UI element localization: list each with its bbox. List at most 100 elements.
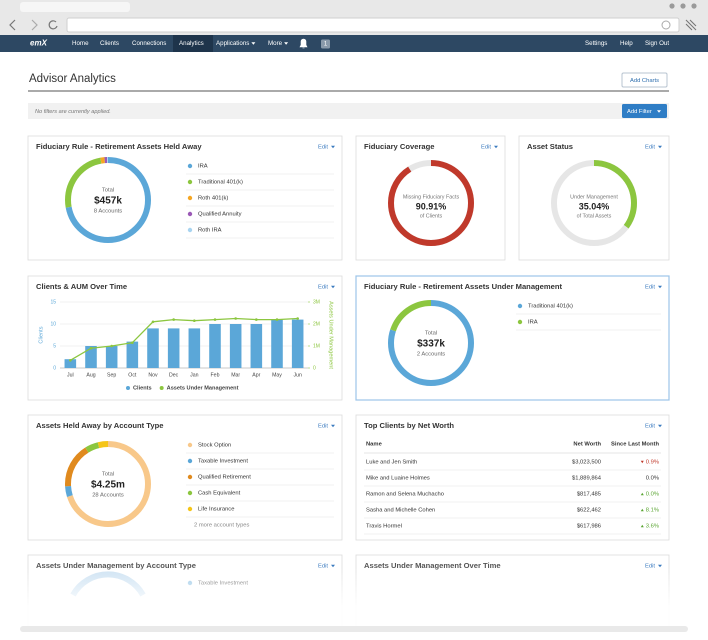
card-title: Fiduciary Rule - Retirement Assets Under… [364,282,563,291]
card [27,135,343,261]
line-point [275,318,279,321]
y2-tick-label: 3M [313,299,320,305]
bar [291,319,304,368]
x-tick-label: Oct [128,372,137,378]
line-point [69,359,72,362]
edit-button[interactable]: Edit [645,424,655,430]
caret-icon [251,42,256,45]
add-charts-label: Add Charts [630,78,659,84]
line-point [151,320,155,324]
window-dot[interactable] [691,3,697,9]
legend-swatch [159,386,164,390]
legend-label: Life Insurance [198,507,234,513]
legend-label: Qualified Retirement [198,475,251,481]
line-point [89,346,93,350]
nav-item[interactable]: Analytics [179,40,204,47]
add-charts-button[interactable] [621,72,668,88]
notification-count: 1 [324,42,328,48]
edit-button[interactable]: Edit [318,424,328,430]
edit-button[interactable]: Edit [645,145,655,151]
window-dot[interactable] [680,3,686,9]
x-tick-label: Aug [86,372,95,378]
legend-swatch [517,303,523,309]
legend-label: Assets Under Management [167,385,239,391]
table-cell: 3.6% [646,524,659,530]
notification-bell[interactable] [299,38,308,49]
donut-segment [65,157,151,243]
filter-bar [28,103,669,119]
edit-button[interactable]: Edit [645,285,655,291]
nav-item[interactable]: Connections [132,40,166,47]
card-title: Clients & AUM Over Time [36,282,127,291]
table-cell: 8.1% [646,508,659,514]
legend-swatch [187,163,193,169]
nav-item[interactable]: Help [620,40,633,47]
edit-button[interactable]: Edit [318,285,328,291]
y2-tick-label: 2M [313,321,320,327]
line-point [255,318,258,321]
y-tick-label: 5 [53,343,56,349]
x-tick-label: Feb [211,372,220,378]
caret-icon [284,42,289,45]
edit-button[interactable]: Edit [318,145,328,151]
legend-swatch [187,442,193,448]
nav-item[interactable]: Home [72,40,89,47]
forward-button[interactable] [31,19,38,31]
nav-item[interactable]: More [268,40,283,47]
gauge-sub: of Total Assets [577,213,612,219]
edit-button[interactable]: Edit [481,145,491,151]
legend-label: Cash Equivalent [198,491,241,497]
nav-item[interactable]: Applications [216,40,249,47]
table-cell: $817,485 [577,492,601,498]
address-bar[interactable] [66,17,680,33]
add-filter-button[interactable] [622,104,667,118]
legend-label: Qualified Annuity [198,212,242,218]
table-cell: Luke and Jen Smith [366,460,417,466]
gauge-value: 90.91% [416,201,447,211]
gauge-arc [551,160,637,246]
bar [229,324,242,368]
x-tick-label: Nov [148,372,158,378]
trend-arrow [640,460,644,464]
back-button[interactable] [9,19,16,31]
card-title: Fiduciary Rule - Retirement Assets Held … [36,142,202,151]
x-tick-label: Jan [190,372,198,378]
line-point [193,319,196,323]
donut-sub: 28 Accounts [92,493,124,499]
x-tick-label: Mar [231,372,240,378]
donut-segment [65,157,151,243]
donut-total: $337k [417,339,445,350]
bar [126,341,139,368]
edit-button[interactable]: Edit [318,564,328,570]
caret-icon [331,145,335,149]
nav-item[interactable]: Clients [100,40,119,47]
gauge-sub: of Clients [420,213,443,219]
y-axis-title: Clients [38,326,44,343]
browser-tab[interactable] [20,2,130,12]
y-tick-label: 0 [53,365,56,371]
x-tick-label: Apr [252,372,260,378]
nav-active [173,35,213,52]
y2-tick-label: 0 [313,365,316,371]
card [355,414,670,541]
caret-icon [658,424,662,428]
donut-segment [65,441,151,527]
nav-item[interactable]: Sign Out [645,40,669,47]
card-title: Assets Under Management by Account Type [36,561,196,570]
extension-icon[interactable] [685,19,697,31]
x-tick-label: Jul [67,372,74,378]
page-title: Advisor Analytics [29,73,116,85]
window-shadow [20,626,688,632]
reload-button[interactable] [48,20,58,30]
donut-sub: 2 Accounts [417,352,445,358]
window-dot[interactable] [669,3,675,9]
edit-button[interactable]: Edit [645,564,655,570]
gauge-value: 35.04% [579,201,610,211]
legend-more[interactable]: 2 more account types [194,523,250,529]
nav-item[interactable]: Settings [585,40,607,47]
legend-swatch [126,386,130,390]
legend-swatch [187,474,193,480]
table-cell: Ramon and Selena Muchacho [366,492,444,498]
donut-sub: 8 Accounts [94,209,122,215]
